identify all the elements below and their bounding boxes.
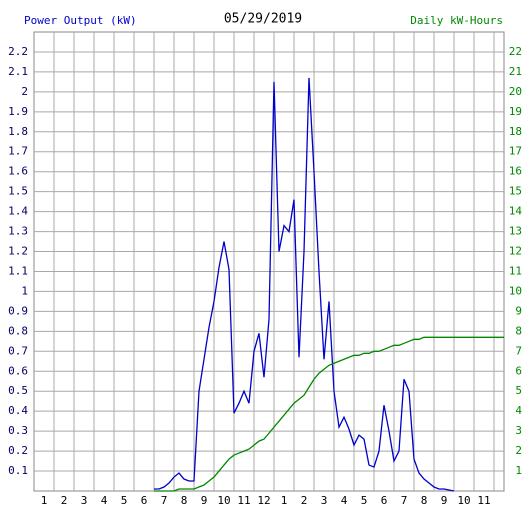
x-tick-label: 11: [237, 494, 250, 507]
x-tick-label: 5: [121, 494, 128, 507]
y-tick-label: 1.1: [8, 264, 28, 277]
x-tick-label: 6: [381, 494, 388, 507]
y2-tick-label: 5: [515, 384, 522, 397]
y-tick-label: 1: [21, 284, 28, 297]
y-tick-label: 0.5: [8, 384, 28, 397]
data-line: [154, 336, 504, 492]
y2-tick-label: 19: [509, 105, 522, 118]
y2-tick-label: 13: [509, 225, 522, 238]
x-tick-label: 7: [401, 494, 408, 507]
chart-title: 05/29/2019: [224, 12, 302, 27]
x-tick-label: 2: [301, 494, 308, 507]
x-tick-label: 4: [101, 494, 108, 507]
y2-tick-label: 15: [509, 185, 522, 198]
x-tick-label: 10: [217, 494, 230, 507]
x-tick-label: 4: [341, 494, 348, 507]
y2-tick-label: 12: [509, 245, 522, 258]
y2-tick-label: 17: [509, 145, 522, 158]
x-tick-label: 3: [81, 494, 88, 507]
y-tick-label: 0.2: [8, 444, 28, 457]
y-tick-label: 0.8: [8, 324, 28, 337]
y2-tick-label: 10: [509, 284, 522, 297]
y2-tick-label: 22: [509, 45, 522, 58]
y2-axis-title: Daily kW-Hours: [410, 14, 503, 27]
y-tick-label: 0.9: [8, 304, 28, 317]
x-tick-label: 1: [41, 494, 48, 507]
y2-tick-label: 1: [515, 464, 522, 477]
y2-tick-label: 6: [515, 364, 522, 377]
y-tick-label: 0.7: [8, 344, 28, 357]
data-line: [154, 77, 455, 492]
x-tick-label: 6: [141, 494, 148, 507]
y-tick-label: 0.3: [8, 424, 28, 437]
y-tick-label: 1.7: [8, 145, 28, 158]
y-tick-label: 2.2: [8, 45, 28, 58]
x-tick-label: 3: [321, 494, 328, 507]
y-tick-label: 1.4: [8, 205, 28, 218]
y2-tick-label: 2: [515, 444, 522, 457]
y-axis-title: Power Output (kW): [24, 14, 137, 27]
x-tick-label: 8: [421, 494, 428, 507]
x-tick-label: 11: [477, 494, 490, 507]
y-tick-label: 0.4: [8, 404, 28, 417]
y-tick-label: 1.8: [8, 125, 28, 138]
x-tick-label: 1: [281, 494, 288, 507]
y-tick-label: 1.9: [8, 105, 28, 118]
x-tick-label: 9: [441, 494, 448, 507]
y2-tick-label: 4: [515, 404, 522, 417]
y2-tick-label: 18: [509, 125, 522, 138]
y2-tick-label: 7: [515, 344, 522, 357]
y2-tick-label: 8: [515, 324, 522, 337]
x-tick-label: 7: [161, 494, 168, 507]
y2-tick-label: 11: [509, 264, 522, 277]
y-tick-label: 2.1: [8, 65, 28, 78]
y-tick-label: 2: [21, 85, 28, 98]
y-tick-label: 1.5: [8, 185, 28, 198]
x-tick-label: 8: [181, 494, 188, 507]
y2-tick-label: 20: [509, 85, 522, 98]
y-tick-label: 0.1: [8, 464, 28, 477]
x-tick-label: 12: [257, 494, 270, 507]
x-tick-label: 10: [457, 494, 470, 507]
y2-tick-label: 3: [515, 424, 522, 437]
x-tick-label: 9: [201, 494, 208, 507]
plot-area: [33, 31, 505, 492]
y2-tick-label: 16: [509, 165, 522, 178]
y-tick-label: 0.6: [8, 364, 28, 377]
y-tick-label: 1.3: [8, 225, 28, 238]
y-tick-label: 1.6: [8, 165, 28, 178]
x-tick-label: 5: [361, 494, 368, 507]
y2-tick-label: 14: [509, 205, 523, 218]
y2-tick-label: 21: [509, 65, 522, 78]
y-tick-label: 1.2: [8, 245, 28, 258]
y2-tick-label: 9: [515, 304, 522, 317]
x-tick-label: 2: [61, 494, 68, 507]
